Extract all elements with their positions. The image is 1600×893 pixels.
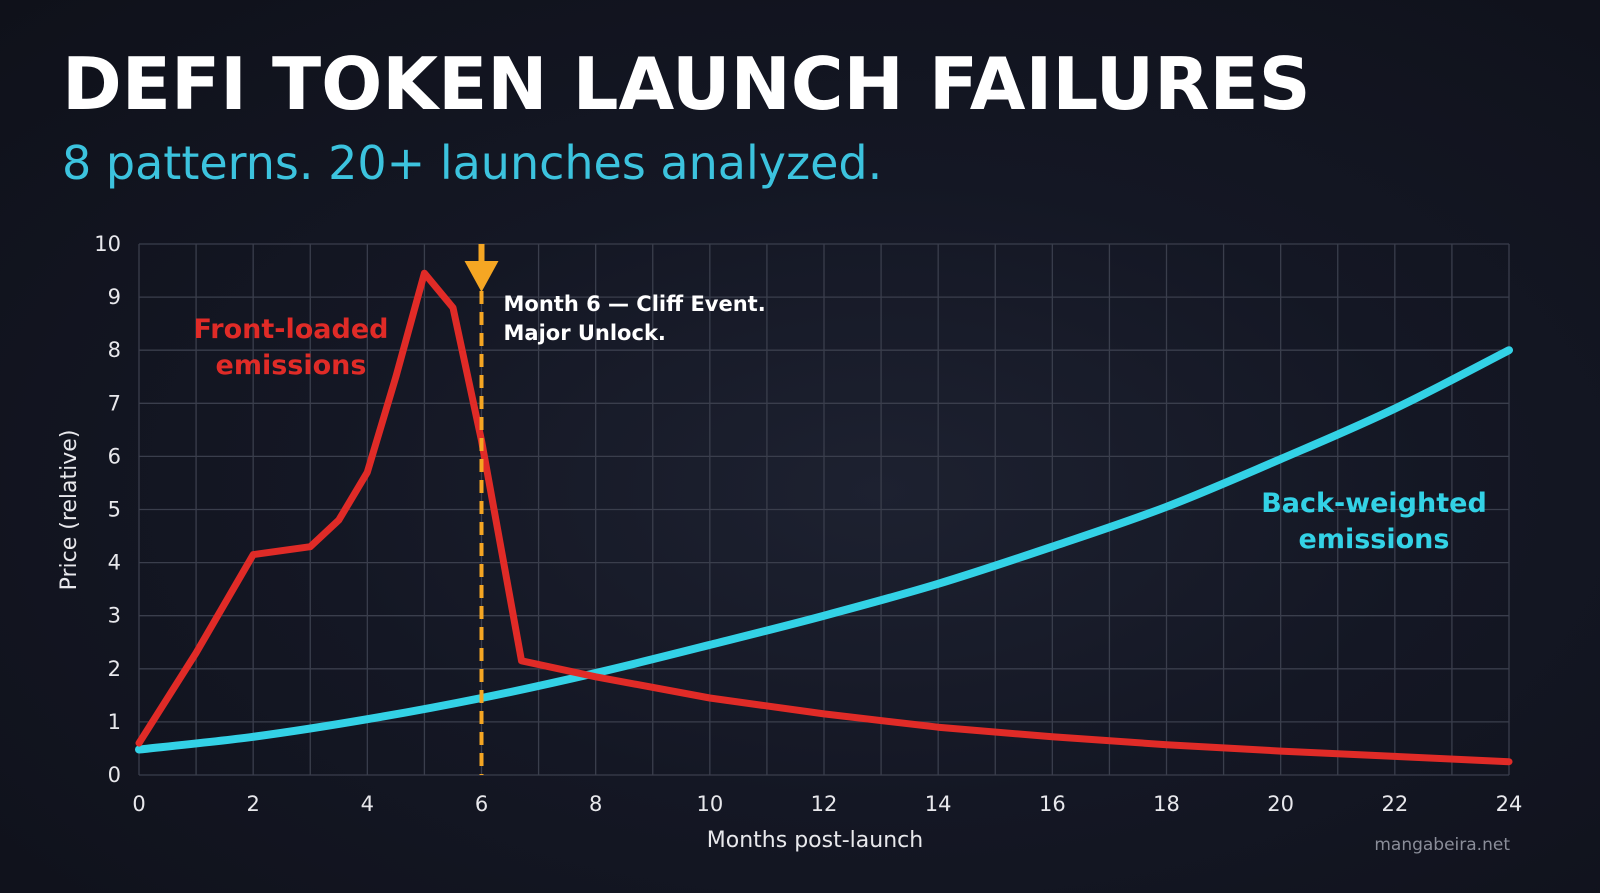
y-tick-label: 3 — [108, 604, 121, 628]
x-tick-label: 4 — [361, 792, 374, 816]
cliff-annotation: Month 6 — Cliff Event. Major Unlock. — [464, 244, 766, 775]
cliff-annotation-text: Month 6 — Cliff Event. — [504, 292, 766, 316]
page-subtitle: 8 patterns. 20+ launches analyzed. — [62, 136, 883, 190]
y-tick-label: 8 — [108, 338, 121, 362]
series-label-front-loaded: Front-loaded — [194, 314, 389, 345]
series-line-back-weighted — [135, 346, 1513, 754]
x-axis-label: Months post-launch — [707, 828, 923, 853]
credit-text: mangabeira.net — [1374, 835, 1510, 855]
x-tick-label: 22 — [1381, 792, 1408, 816]
series-line-front-loaded — [135, 269, 1513, 766]
series-labels: Front-loaded emissions Back-weighted emissi… — [194, 314, 1487, 555]
x-tick-label: 12 — [811, 792, 838, 816]
x-axis-ticks: 0 2 4 6 8 10 12 14 16 18 20 22 24 — [132, 792, 1522, 816]
x-tick-label: 24 — [1496, 792, 1523, 816]
cliff-arrow-icon — [464, 261, 499, 292]
x-tick-label: 6 — [475, 792, 488, 816]
page-title: DEFI TOKEN LAUNCH FAILURES — [62, 42, 1311, 126]
series-label-back-weighted: Back-weighted — [1261, 488, 1487, 519]
y-tick-label: 0 — [108, 763, 121, 787]
y-tick-label: 4 — [108, 551, 121, 575]
y-tick-label: 5 — [108, 498, 121, 522]
y-tick-label: 10 — [94, 232, 121, 256]
x-tick-label: 2 — [246, 792, 259, 816]
series-label-back-weighted: emissions — [1299, 524, 1450, 555]
x-tick-label: 8 — [589, 792, 602, 816]
series-label-front-loaded: emissions — [216, 350, 367, 381]
y-tick-label: 6 — [108, 444, 121, 468]
y-tick-label: 2 — [108, 657, 121, 681]
x-tick-label: 18 — [1153, 792, 1180, 816]
chart-series — [135, 269, 1513, 766]
y-axis-label: Price (relative) — [57, 430, 82, 591]
y-tick-label: 9 — [108, 285, 121, 309]
x-tick-label: 20 — [1267, 792, 1294, 816]
x-tick-label: 16 — [1039, 792, 1066, 816]
x-tick-label: 0 — [132, 792, 145, 816]
x-tick-label: 10 — [696, 792, 723, 816]
y-axis-ticks: 0 1 2 3 4 5 6 7 8 9 10 — [94, 232, 121, 787]
cliff-annotation-text: Major Unlock. — [504, 321, 666, 345]
x-tick-label: 14 — [925, 792, 952, 816]
y-tick-label: 1 — [108, 710, 121, 734]
cliff-arrow-shaft — [478, 244, 485, 264]
y-tick-label: 7 — [108, 391, 121, 415]
